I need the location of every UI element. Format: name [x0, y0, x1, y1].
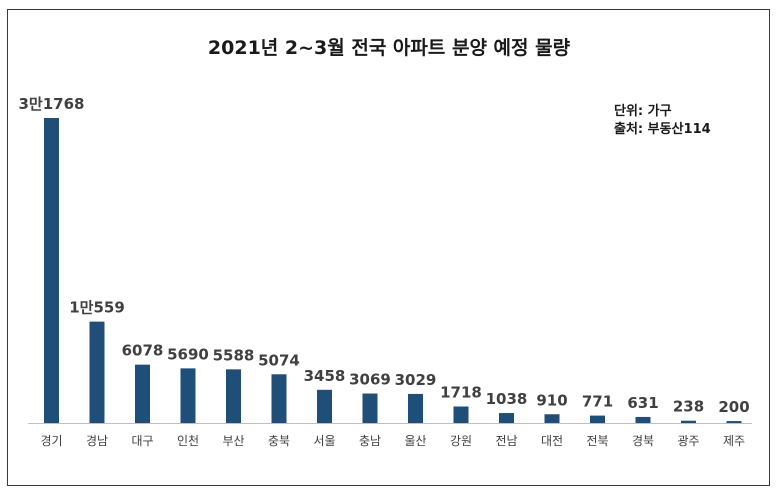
- bar-전북: [590, 415, 605, 423]
- category-label-인천: 인천: [177, 433, 199, 448]
- bar-제주: [726, 421, 742, 423]
- category-label-강원: 강원: [450, 434, 472, 448]
- value-label-전북: 771: [582, 393, 613, 411]
- value-label-강원: 1718: [440, 384, 482, 402]
- category-label-충남: 충남: [359, 434, 381, 448]
- category-label-경남: 경남: [86, 434, 108, 448]
- category-label-광주: 광주: [677, 434, 699, 448]
- bar-울산: [408, 393, 423, 423]
- bar-대전: [544, 414, 560, 423]
- value-label-부산: 5588: [213, 346, 255, 364]
- value-label-충남: 3069: [349, 371, 391, 389]
- bar-경남: [89, 321, 105, 423]
- bar-경북: [635, 416, 651, 423]
- category-label-부산: 부산: [222, 434, 244, 448]
- source-note: 출처: 부동산114: [614, 122, 711, 137]
- value-label-광주: 238: [673, 398, 704, 416]
- category-label-서울: 서울: [313, 434, 335, 448]
- category-label-대전: 대전: [541, 434, 563, 448]
- bar-서울: [317, 389, 332, 423]
- category-label-경기: 경기: [40, 434, 62, 448]
- bar-충북: [271, 374, 287, 423]
- unit-note: 단위: 가구: [614, 104, 672, 119]
- value-label-경기: 3만1768: [19, 95, 85, 113]
- bar-부산: [226, 369, 241, 423]
- category-label-전북: 전북: [586, 434, 608, 448]
- value-label-울산: 3029: [395, 371, 437, 389]
- value-label-경남: 1만559: [69, 299, 125, 317]
- value-label-인천: 5690: [167, 345, 209, 363]
- value-label-전남: 1038: [486, 390, 528, 408]
- category-label-충북: 충북: [268, 434, 290, 448]
- value-label-대전: 910: [536, 391, 567, 409]
- category-label-경북: 경북: [632, 434, 654, 448]
- value-label-제주: 200: [718, 398, 749, 416]
- bar-인천: [180, 368, 196, 423]
- value-label-충북: 5074: [258, 351, 300, 369]
- category-label-제주: 제주: [723, 434, 745, 448]
- value-label-서울: 3458: [304, 367, 346, 385]
- bar-전남: [499, 413, 514, 423]
- bar-경기: [44, 118, 59, 423]
- bar-충남: [362, 393, 378, 423]
- bar-광주: [681, 420, 696, 423]
- category-label-울산: 울산: [404, 434, 426, 448]
- category-label-전남: 전남: [495, 434, 517, 448]
- bar-대구: [135, 364, 150, 423]
- value-label-대구: 6078: [122, 342, 164, 360]
- bar-강원: [453, 406, 469, 423]
- value-label-경북: 631: [627, 394, 658, 412]
- chart-title: 2021년 2~3월 전국 아파트 분양 예정 물량: [207, 37, 571, 59]
- chart-frame: [7, 9, 770, 486]
- category-label-대구: 대구: [131, 434, 153, 448]
